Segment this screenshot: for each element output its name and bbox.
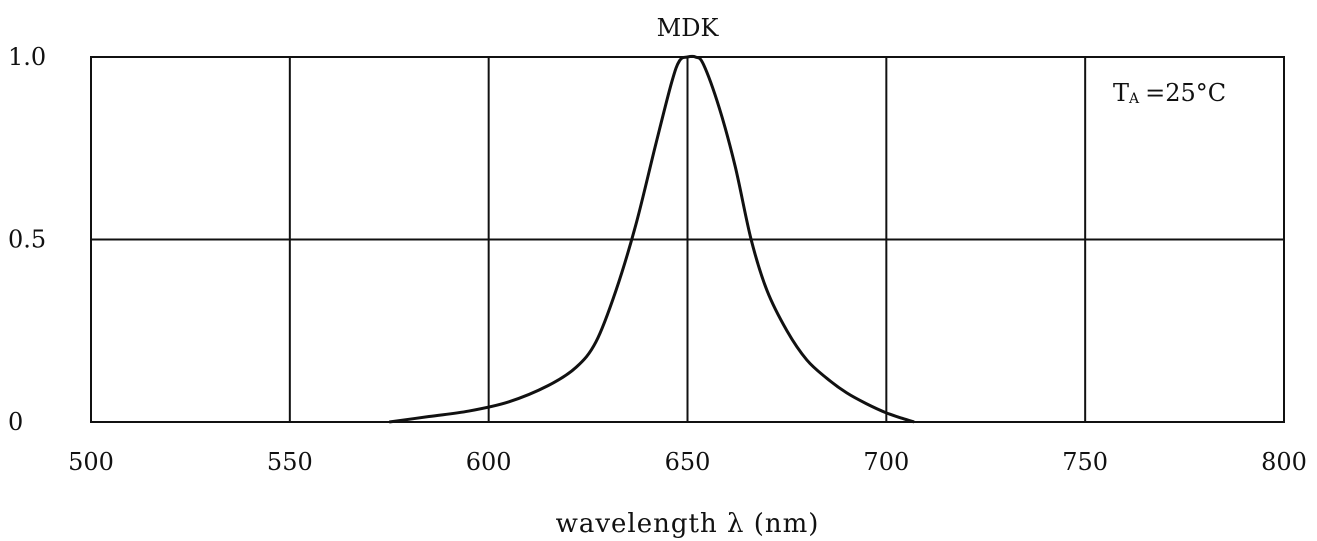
y-tick-labels: 0 0.5 1.0 (8, 43, 46, 436)
annotation-rest: =25°C (1145, 79, 1226, 107)
x-tick-label: 500 (68, 448, 114, 476)
x-tick-labels: 500 550 600 650 700 750 800 (68, 448, 1307, 476)
annotation-subscript: A (1128, 91, 1140, 107)
grid (91, 57, 1284, 422)
x-tick-label: 600 (466, 448, 512, 476)
x-tick-label: 750 (1062, 448, 1108, 476)
y-tick-label: 0.5 (8, 226, 46, 254)
temperature-annotation: TA =25°C (1113, 79, 1226, 107)
y-tick-label: 0 (8, 408, 23, 436)
series-line (389, 54, 915, 424)
x-axis-label: wavelength λ (nm) (556, 509, 820, 539)
x-tick-label: 650 (665, 448, 711, 476)
x-tick-label: 700 (863, 448, 909, 476)
chart-title: MDK (657, 14, 720, 42)
y-tick-label: 1.0 (8, 43, 46, 71)
annotation-main: T (1113, 79, 1129, 107)
x-tick-label: 800 (1261, 448, 1307, 476)
x-tick-label: 550 (267, 448, 313, 476)
